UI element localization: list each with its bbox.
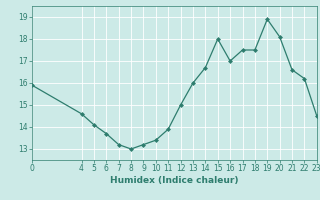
- X-axis label: Humidex (Indice chaleur): Humidex (Indice chaleur): [110, 176, 239, 185]
